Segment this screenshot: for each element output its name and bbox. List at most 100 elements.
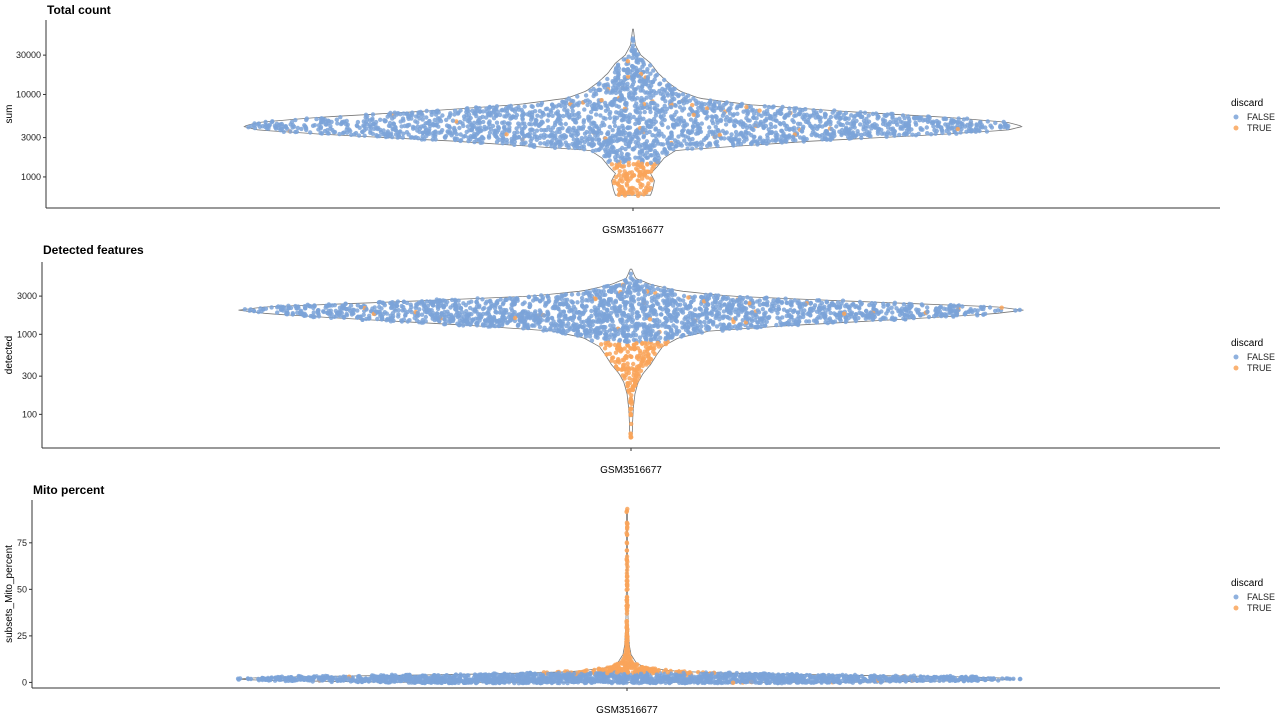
point-discard-true xyxy=(622,193,628,198)
point-discard-false xyxy=(597,128,602,134)
point-discard-false xyxy=(759,113,764,119)
point-discard-false xyxy=(962,312,968,317)
point-discard-false xyxy=(660,122,665,128)
point-discard-false xyxy=(644,130,649,136)
point-discard-false xyxy=(762,323,768,328)
point-discard-false xyxy=(672,138,678,143)
point-discard-false xyxy=(533,314,538,320)
point-discard-false xyxy=(629,97,635,102)
point-discard-true xyxy=(641,165,646,170)
point-discard-false xyxy=(860,311,865,317)
point-discard-false xyxy=(747,118,752,123)
point-discard-false xyxy=(715,120,720,125)
point-discard-false xyxy=(504,140,509,145)
point-discard-false xyxy=(818,108,823,114)
point-discard-true xyxy=(623,354,629,359)
point-discard-true xyxy=(626,160,631,165)
point-discard-false xyxy=(559,313,564,318)
point-discard-false xyxy=(533,296,538,302)
point-discard-false xyxy=(652,323,658,328)
point-discard-false xyxy=(580,304,585,309)
point-discard-false xyxy=(289,119,295,125)
point-discard-false xyxy=(383,134,389,140)
point-discard-false xyxy=(665,332,671,337)
point-discard-false xyxy=(808,306,814,311)
point-discard-false xyxy=(951,313,956,318)
point-discard-false xyxy=(784,313,789,319)
point-discard-false xyxy=(773,113,778,119)
point-discard-false xyxy=(620,313,625,318)
point-discard-true xyxy=(655,340,660,346)
point-discard-false xyxy=(613,90,619,96)
point-discard-false xyxy=(562,293,567,298)
point-discard-false xyxy=(403,313,408,318)
point-discard-false xyxy=(580,325,586,330)
point-discard-false xyxy=(527,134,532,139)
point-discard-false xyxy=(681,333,686,338)
point-discard-false xyxy=(635,110,640,115)
point-discard-false xyxy=(583,93,589,98)
point-discard-false xyxy=(890,310,895,315)
point-discard-false xyxy=(998,125,1003,130)
point-discard-false xyxy=(892,300,898,305)
point-discard-false xyxy=(886,302,891,307)
point-discard-false xyxy=(761,124,766,129)
point-discard-false xyxy=(870,123,875,128)
point-discard-false xyxy=(723,122,729,127)
point-discard-false xyxy=(376,300,382,305)
point-discard-false xyxy=(611,138,617,143)
point-discard-false xyxy=(493,309,498,315)
point-discard-false xyxy=(302,313,307,318)
point-discard-false xyxy=(713,315,718,321)
point-discard-false xyxy=(445,129,450,134)
point-discard-false xyxy=(598,313,603,319)
point-discard-true xyxy=(630,377,635,383)
point-discard-false xyxy=(785,309,790,314)
point-discard-false xyxy=(713,129,718,134)
point-discard-false xyxy=(680,98,685,104)
point-discard-false xyxy=(592,101,597,107)
point-discard-false xyxy=(539,293,544,298)
point-discard-false xyxy=(482,127,487,132)
point-discard-false xyxy=(615,154,621,159)
point-discard-true xyxy=(604,342,609,348)
point-discard-false xyxy=(336,310,341,316)
point-discard-false xyxy=(918,313,923,318)
point-discard-false xyxy=(875,113,880,119)
point-discard-false xyxy=(648,71,653,76)
point-discard-false xyxy=(762,118,767,124)
point-discard-false xyxy=(430,303,436,308)
point-discard-false xyxy=(764,295,769,300)
point-discard-false xyxy=(898,124,903,130)
point-discard-true xyxy=(621,188,627,194)
point-discard-false xyxy=(427,119,432,124)
point-discard-false xyxy=(904,308,909,313)
y-tick-label: 3000 xyxy=(21,133,41,143)
point-discard-false xyxy=(535,113,540,118)
point-discard-false xyxy=(378,117,383,123)
violin-points xyxy=(246,36,1011,198)
point-discard-false xyxy=(316,314,322,319)
point-discard-false xyxy=(758,324,764,329)
point-discard-false xyxy=(644,300,649,305)
point-discard-false xyxy=(345,125,350,130)
point-discard-false xyxy=(910,132,915,137)
point-discard-false xyxy=(344,130,350,135)
point-discard-false xyxy=(582,107,587,112)
point-discard-false xyxy=(434,311,440,316)
point-discard-false xyxy=(779,128,784,133)
point-discard-false xyxy=(752,123,757,128)
legend-key-true xyxy=(1233,125,1239,131)
point-discard-false xyxy=(575,94,580,99)
point-discard-false xyxy=(647,92,652,97)
point-discard-false xyxy=(530,112,535,117)
point-discard-false xyxy=(626,144,632,149)
point-discard-false xyxy=(630,64,635,69)
point-discard-false xyxy=(676,134,681,139)
point-discard-false xyxy=(682,138,687,143)
point-discard-false xyxy=(744,311,749,316)
point-discard-false xyxy=(792,106,797,111)
point-discard-false xyxy=(916,131,921,137)
